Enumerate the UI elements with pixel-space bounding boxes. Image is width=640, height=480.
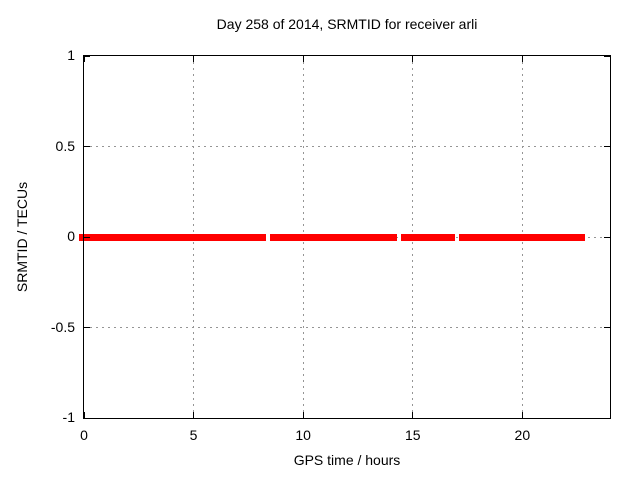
data-series-segment bbox=[401, 233, 456, 241]
x-tick-top bbox=[302, 56, 304, 62]
x-tick-bottom bbox=[193, 412, 195, 418]
y-tick-left bbox=[84, 417, 90, 419]
y-tick-label: 1 bbox=[67, 47, 75, 63]
y-gridline bbox=[84, 146, 610, 147]
x-tick-top bbox=[412, 56, 414, 62]
y-tick-left bbox=[84, 236, 90, 238]
x-tick-label: 0 bbox=[80, 427, 88, 443]
x-tick-bottom bbox=[412, 412, 414, 418]
x-tick-bottom bbox=[302, 412, 304, 418]
data-series-segment bbox=[270, 233, 398, 241]
y-tick-label: -1 bbox=[62, 409, 75, 425]
x-tick-label: 10 bbox=[295, 427, 311, 443]
chart-title: Day 258 of 2014, SRMTID for receiver arl… bbox=[216, 16, 478, 32]
x-tick-bottom bbox=[521, 412, 523, 418]
x-tick-top bbox=[521, 56, 523, 62]
data-series-segment bbox=[78, 233, 267, 241]
x-tick-top bbox=[193, 56, 195, 62]
x-axis-label: GPS time / hours bbox=[293, 452, 401, 468]
y-tick-label: 0 bbox=[67, 228, 75, 244]
y-tick-left bbox=[84, 327, 90, 328]
y-tick-label: 0.5 bbox=[55, 137, 75, 154]
data-series-segment bbox=[459, 233, 586, 241]
x-tick-top bbox=[83, 56, 85, 62]
y-gridline bbox=[84, 327, 610, 328]
x-tick-label: 5 bbox=[189, 427, 198, 443]
y-tick-right bbox=[604, 236, 610, 238]
y-tick-right bbox=[604, 55, 610, 57]
y-tick-right bbox=[604, 146, 610, 147]
x-tick-label: 15 bbox=[404, 427, 421, 443]
x-tick-label: 20 bbox=[514, 427, 531, 443]
x-tick-bottom bbox=[83, 412, 85, 418]
y-tick-right bbox=[604, 417, 610, 419]
y-tick-label: -0.5 bbox=[50, 318, 75, 335]
y-tick-right bbox=[604, 327, 610, 328]
y-tick-left bbox=[84, 55, 90, 57]
plot-area bbox=[78, 55, 610, 419]
y-tick-left bbox=[84, 146, 90, 147]
